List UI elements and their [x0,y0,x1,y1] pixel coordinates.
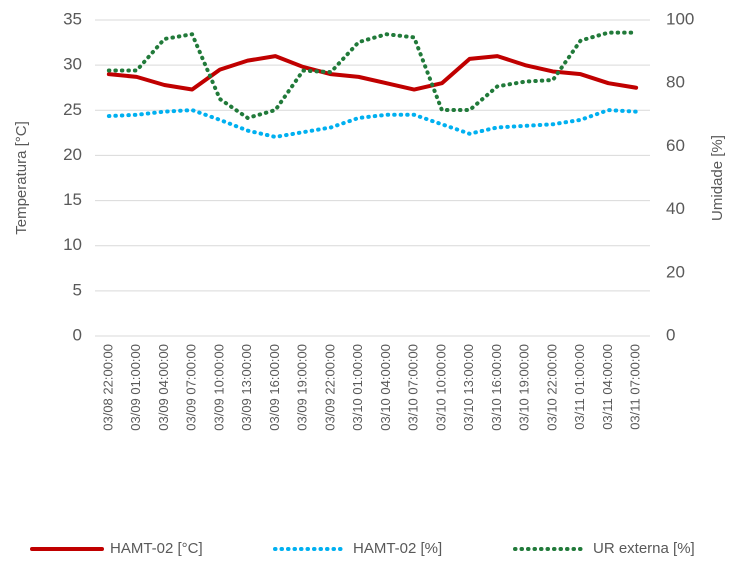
y-tick-label: 25 [63,100,82,119]
y2-tick-label: 80 [666,73,685,92]
y2-axis-title: Umidade [%] [709,135,726,221]
x-tick-label: 03/10 04:00:00 [378,344,393,431]
y-tick-label: 20 [63,145,82,164]
series-line [106,30,639,120]
series-line [106,54,639,92]
x-tick-label: 03/10 22:00:00 [544,344,559,431]
y2-tick-label: 0 [666,325,675,344]
x-tick-label: 03/09 07:00:00 [184,344,199,431]
x-tick-label: 03/09 10:00:00 [211,344,226,431]
x-tick-label: 03/10 07:00:00 [406,344,421,431]
series-line [106,108,639,139]
y-tick-label: 15 [63,190,82,209]
y-tick-label: 0 [73,325,82,344]
y-tick-label: 35 [63,9,82,28]
y2-tick-label: 100 [666,9,694,28]
x-tick-label: 03/09 04:00:00 [156,344,171,431]
x-tick-label: 03/10 19:00:00 [517,344,532,431]
x-tick-label: 03/09 01:00:00 [128,344,143,431]
x-tick-label: 03/11 01:00:00 [572,344,587,430]
x-tick-label: 03/10 16:00:00 [489,344,504,431]
x-tick-label: 03/10 13:00:00 [461,344,476,431]
legend-label: UR externa [%] [593,540,695,557]
x-tick-label: 03/10 10:00:00 [433,344,448,431]
legend-label: HAMT-02 [°C] [110,540,203,557]
y2-tick-label: 40 [666,199,685,218]
x-tick-label: 03/09 16:00:00 [267,344,282,431]
y-tick-label: 10 [63,235,82,254]
y2-tick-label: 60 [666,136,685,155]
x-tick-label: 03/11 04:00:00 [600,344,615,430]
x-tick-label: 03/08 22:00:00 [100,344,115,431]
y-tick-label: 30 [63,55,82,74]
legend-label: HAMT-02 [%] [353,540,442,557]
x-tick-label: 03/11 07:00:00 [628,344,643,430]
y-tick-label: 5 [73,280,82,299]
y-axis-title: Temperatura [°C] [13,121,30,235]
x-tick-label: 03/10 01:00:00 [350,344,365,431]
x-tick-label: 03/09 22:00:00 [322,344,337,431]
x-tick-label: 03/09 13:00:00 [239,344,254,431]
y2-tick-label: 20 [666,262,685,281]
x-tick-label: 03/09 19:00:00 [295,344,310,431]
